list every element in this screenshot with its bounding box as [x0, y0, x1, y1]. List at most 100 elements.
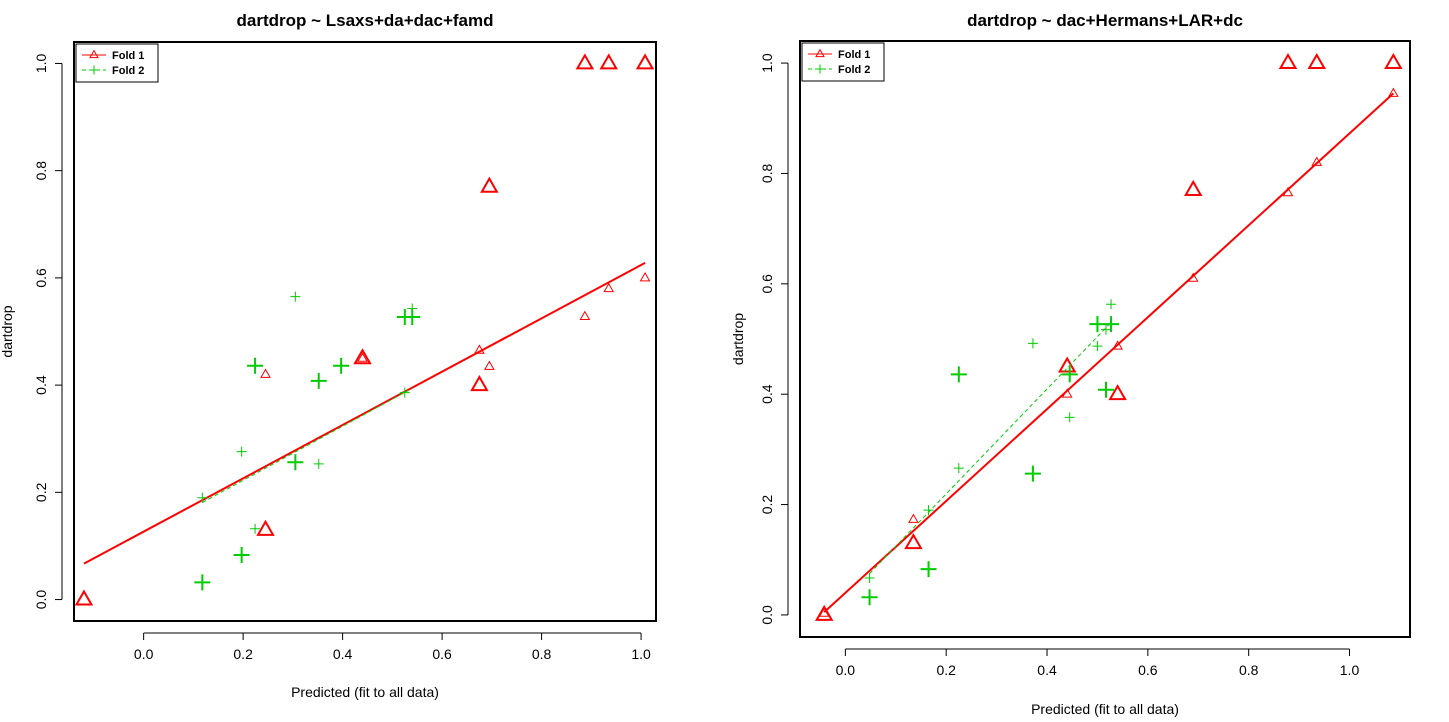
- observed-point: [1384, 52, 1403, 70]
- observed-point: [287, 454, 304, 471]
- x-tick-label: 0.6: [432, 646, 452, 662]
- x-tick-label: 1.0: [1340, 662, 1360, 678]
- observed-point: [814, 604, 834, 621]
- predicted-point: [197, 492, 208, 503]
- plot-frame: [799, 40, 1411, 638]
- y-tick-label: 0.0: [759, 605, 775, 625]
- predicted-point: [399, 387, 410, 398]
- predicted-point: [908, 513, 919, 523]
- predicted-point: [1092, 341, 1103, 352]
- chart-title: dartdrop ~ Lsaxs+da+dac+famd: [237, 11, 494, 30]
- predicted-point: [579, 310, 591, 320]
- predicted-point: [236, 446, 247, 457]
- observed-point: [1307, 52, 1326, 70]
- legend-label: Fold 1: [838, 49, 870, 61]
- predicted-point: [923, 505, 934, 516]
- predicted-point: [1311, 156, 1323, 166]
- chart-title: dartdrop ~ dac+Hermans+LAR+dc: [967, 11, 1243, 30]
- x-tick-label: 1.0: [631, 646, 651, 662]
- plot-frame: [73, 41, 657, 622]
- y-tick-label: 0.8: [759, 164, 775, 184]
- x-tick-label: 0.8: [1239, 662, 1259, 678]
- observed-point: [404, 309, 421, 326]
- x-axis-label: Predicted (fit to all data): [1031, 701, 1179, 717]
- legend-marker: [815, 48, 825, 58]
- predicted-point: [357, 352, 368, 362]
- observed-point: [1278, 52, 1298, 70]
- observed-point: [256, 519, 275, 536]
- observed-point: [1061, 366, 1078, 383]
- y-axis-label: dartdrop: [730, 313, 746, 365]
- legend-marker: [89, 49, 99, 59]
- observed-point: [920, 561, 937, 578]
- predicted-point: [290, 291, 301, 302]
- x-tick-label: 0.4: [333, 646, 353, 662]
- observed-point: [1098, 381, 1115, 398]
- plot-2: dartdrop ~ dac+Hermans+LAR+dc 0.0 0.2 0.4 0.…: [730, 11, 1411, 717]
- y-tick-label: 0.2: [33, 482, 49, 502]
- observed-point: [1108, 384, 1127, 401]
- observed-point: [1103, 316, 1120, 333]
- observed-point: [333, 357, 350, 374]
- predicted-point: [250, 523, 261, 534]
- y-tick-label: 1.0: [759, 53, 775, 73]
- legend-marker: [89, 65, 99, 75]
- observed-point: [635, 53, 655, 70]
- legend: Fold 1 Fold 2: [801, 42, 885, 82]
- observed-point: [1057, 356, 1077, 373]
- y-tick-label: 0.2: [759, 495, 775, 515]
- observed-point: [194, 574, 211, 591]
- legend-label: Fold 1: [112, 50, 144, 62]
- predicted-point: [1061, 388, 1073, 398]
- predicted-point: [260, 368, 271, 378]
- observed-point: [74, 589, 94, 606]
- x-tick-label: 0.8: [532, 646, 552, 662]
- legend-box: [801, 42, 885, 82]
- x-axis-label: Predicted (fit to all data): [291, 684, 439, 700]
- y-tick-label: 0.4: [33, 375, 49, 395]
- predicted-point: [1064, 412, 1075, 423]
- predicted-point: [639, 272, 651, 282]
- predicted-point: [483, 360, 495, 370]
- legend-label: Fold 2: [112, 65, 144, 77]
- predicted-point: [1387, 87, 1399, 97]
- predicted-point: [953, 463, 964, 474]
- y-tick-label: 1.0: [33, 54, 49, 74]
- fit-line: [869, 322, 1112, 574]
- observed-point: [575, 53, 595, 70]
- observed-point: [950, 366, 967, 383]
- series-fold-1: [74, 53, 655, 606]
- x-tick-label: 0.6: [1138, 662, 1158, 678]
- predicted-point: [1027, 338, 1038, 349]
- observed-point: [861, 589, 878, 606]
- observed-point: [1089, 316, 1106, 333]
- y-tick-label: 0.6: [759, 274, 775, 294]
- predicted-point: [603, 282, 615, 293]
- series-fold-2: [194, 291, 421, 591]
- x-tick-label: 0.2: [233, 646, 253, 662]
- x-tick-label: 0.2: [936, 662, 956, 678]
- y-axis-label: dartdrop: [0, 305, 15, 357]
- series-fold-2: [861, 299, 1120, 606]
- observed-point: [233, 547, 250, 564]
- x-tick-label: 0.0: [836, 662, 856, 678]
- plot-1: dartdrop ~ Lsaxs+da+dac+famd 0.0 0.2 0.4 0.6…: [0, 11, 657, 700]
- observed-point: [247, 357, 264, 374]
- observed-point: [470, 375, 489, 392]
- observed-point: [1024, 465, 1041, 482]
- legend-box: [75, 43, 159, 83]
- observed-point: [904, 533, 923, 550]
- predicted-point: [1101, 324, 1112, 335]
- y-tick-label: 0.6: [33, 268, 49, 288]
- observed-point: [1183, 179, 1203, 196]
- predicted-point: [313, 458, 324, 469]
- legend: Fold 1 Fold 2: [75, 43, 159, 83]
- predicted-point: [1112, 340, 1123, 350]
- legend-label: Fold 2: [838, 64, 870, 76]
- x-tick-label: 0.0: [134, 646, 154, 662]
- observed-point: [310, 372, 327, 389]
- observed-point: [353, 348, 372, 365]
- predicted-point: [1282, 186, 1294, 197]
- observed-point: [480, 176, 499, 193]
